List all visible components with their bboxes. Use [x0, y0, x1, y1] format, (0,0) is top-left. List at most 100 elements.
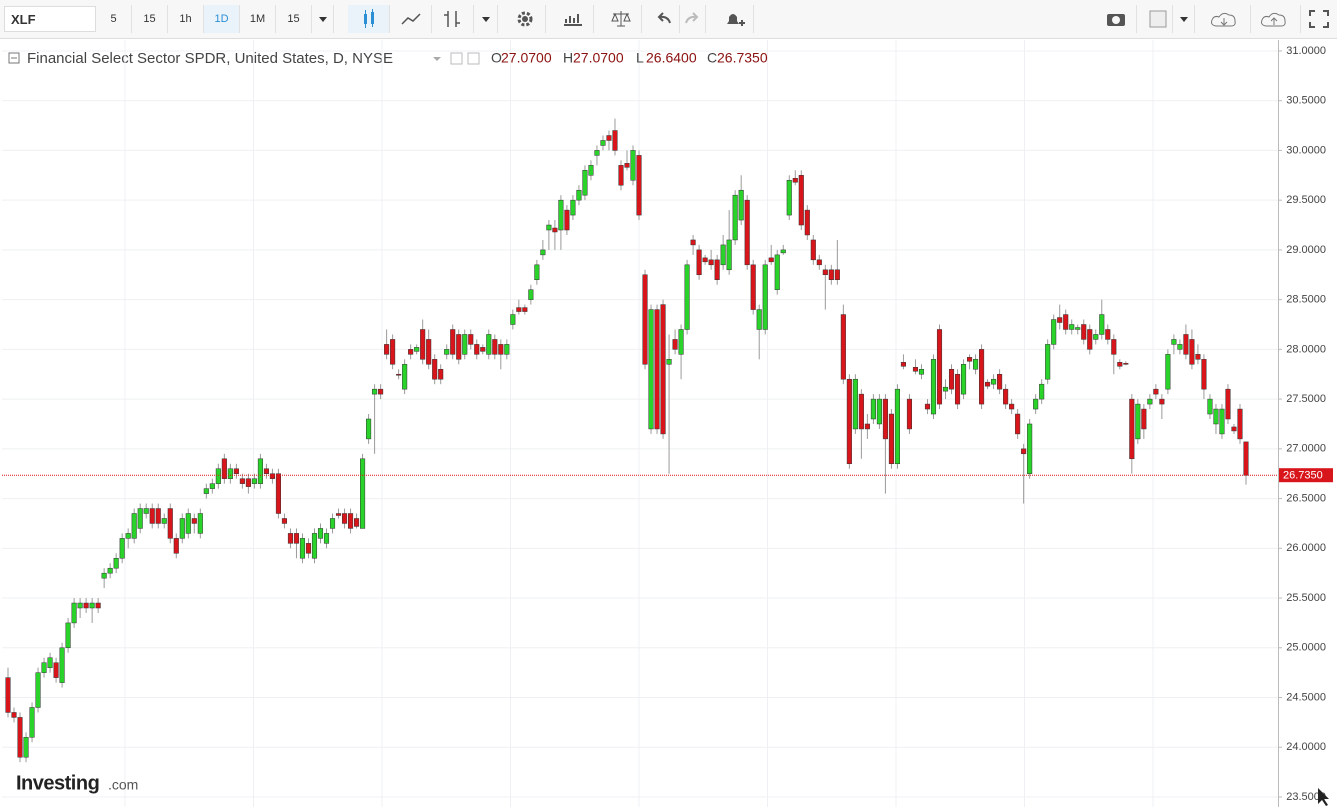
candle-body: [997, 373, 1003, 390]
candle-body: [29, 707, 35, 738]
interval-button[interactable]: 1D: [204, 5, 240, 33]
candle-body: [167, 508, 173, 539]
candle-body: [804, 209, 810, 236]
icon: [401, 13, 421, 25]
candle-body: [101, 572, 107, 579]
candle-body: [558, 199, 564, 231]
candle-body: [504, 344, 510, 355]
candle-body: [372, 388, 378, 395]
collapse-toggle[interactable]: [8, 52, 20, 64]
icon: [564, 14, 582, 26]
candle-body: [263, 468, 269, 474]
candle-body: [287, 533, 294, 544]
candle-body: [474, 344, 480, 355]
candle-body: [480, 347, 486, 352]
candle-type-button[interactable]: [348, 5, 390, 33]
candle-body: [840, 314, 846, 380]
save-button[interactable]: [1251, 5, 1301, 33]
candle-body: [1171, 339, 1177, 345]
candle-body: [834, 269, 840, 280]
candle-body: [1135, 403, 1141, 440]
redo-button[interactable]: [680, 5, 706, 33]
candle-body: [918, 369, 925, 375]
candle-body: [1009, 403, 1015, 410]
icon: [1261, 12, 1286, 27]
studies-button[interactable]: [552, 5, 594, 33]
candle-body: [281, 518, 287, 524]
candle-body: [317, 528, 324, 539]
symbol-input[interactable]: XLF: [4, 6, 96, 32]
interval-button[interactable]: 1h: [168, 5, 204, 33]
candle-body: [414, 347, 420, 352]
candle-body: [41, 662, 47, 673]
dropdown[interactable]: [312, 5, 334, 33]
candle-body: [1045, 344, 1051, 380]
y-tick-label: 25.0000: [1286, 642, 1326, 654]
candle-body: [576, 189, 582, 201]
dropdown[interactable]: [474, 5, 498, 33]
color-button[interactable]: [1143, 5, 1173, 33]
candle-body: [612, 130, 618, 151]
candle-body: [738, 189, 744, 221]
settings-icon[interactable]: [467, 52, 480, 65]
candle-body: [89, 602, 95, 609]
undo-button[interactable]: [648, 5, 680, 33]
settings-button[interactable]: [504, 5, 546, 33]
cursor: [1318, 788, 1329, 806]
candle-body: [894, 388, 900, 465]
candle-body: [119, 538, 125, 559]
candle-body: [588, 165, 594, 176]
compare-button[interactable]: [600, 5, 642, 33]
candle-body: [798, 175, 804, 226]
candle-body: [756, 309, 762, 330]
candle-body: [732, 194, 738, 241]
interval-button[interactable]: 15: [276, 5, 312, 33]
candle-body: [462, 334, 468, 355]
candle-body: [245, 478, 251, 487]
candle-body: [1243, 441, 1249, 476]
indicator-button[interactable]: [432, 5, 474, 33]
candle-body: [726, 239, 732, 271]
line-type-button[interactable]: [390, 5, 432, 33]
candle-body: [239, 478, 245, 484]
eye-icon[interactable]: [450, 52, 463, 65]
candle-body: [113, 558, 119, 569]
candle-body: [275, 473, 281, 514]
candle-body: [960, 364, 967, 395]
load-button[interactable]: [1201, 5, 1251, 33]
chart: Financial Select Sector SPDR, United Sta…: [0, 40, 1337, 807]
candle-body: [185, 513, 191, 534]
candle-body: [642, 274, 648, 365]
candle-body: [624, 163, 630, 168]
interval-button[interactable]: 1M: [240, 5, 276, 33]
interval-button[interactable]: 5: [96, 5, 132, 33]
candle-body: [900, 362, 906, 367]
interval-button[interactable]: 15: [132, 5, 168, 33]
y-tick-label: 23.5000: [1286, 791, 1326, 803]
icon: [1149, 10, 1167, 28]
candle-body: [59, 647, 65, 683]
candle-body: [876, 398, 882, 425]
candle-body: [630, 150, 636, 181]
candle-body: [492, 339, 498, 355]
caret: [1179, 16, 1188, 22]
candle-body: [299, 538, 306, 559]
candle-body: [456, 334, 462, 360]
candle-body: [1099, 314, 1105, 335]
ohlc-key: L: [636, 50, 644, 66]
candle-body: [924, 403, 931, 410]
candle-body: [125, 533, 131, 539]
y-tick-label: 26.5000: [1286, 492, 1326, 504]
candle-body: [552, 227, 558, 233]
snapshot-button[interactable]: [1095, 5, 1137, 33]
candle-body: [408, 349, 414, 355]
alert-button[interactable]: [712, 5, 754, 33]
candle-body: [1057, 317, 1063, 323]
dropdown[interactable]: [1173, 5, 1195, 33]
candle-body: [107, 567, 113, 574]
candle-body: [528, 289, 534, 300]
candle-body: [816, 259, 822, 266]
candle-body: [648, 309, 654, 430]
y-tick-label: 29.0000: [1286, 244, 1326, 256]
fullscreen-button[interactable]: [1301, 5, 1337, 33]
